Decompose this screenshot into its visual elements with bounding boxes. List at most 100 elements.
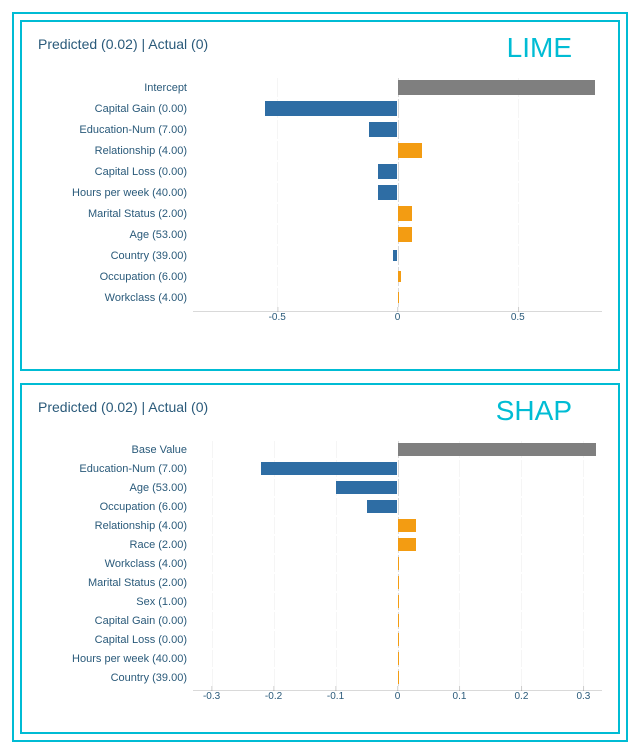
lime-title: Predicted (0.02) | Actual (0) [38, 36, 208, 52]
gridline [459, 479, 460, 496]
positive-bar [398, 576, 399, 589]
bar-row-area [193, 288, 602, 307]
bar-row-label: Workclass (4.00) [38, 558, 193, 570]
bar-row-area [193, 593, 602, 610]
positive-bar [398, 614, 399, 627]
gridline [518, 183, 519, 202]
bar-row-label: Country (39.00) [38, 250, 193, 262]
gridline [212, 479, 213, 496]
positive-bar [398, 671, 399, 684]
gridline [521, 631, 522, 648]
bar-row-area [193, 99, 602, 118]
bar-row: Capital Loss (0.00) [38, 631, 602, 648]
positive-bar [398, 143, 422, 158]
gridline [518, 225, 519, 244]
shap-panel: Predicted (0.02) | Actual (0) SHAP Base … [20, 383, 620, 734]
bar-row-label: Relationship (4.00) [38, 145, 193, 157]
bar-row: Sex (1.00) [38, 593, 602, 610]
bar-row-area [193, 267, 602, 286]
gridline [277, 120, 278, 139]
negative-bar [261, 462, 397, 475]
bar-row: Relationship (4.00) [38, 517, 602, 534]
lime-header: Predicted (0.02) | Actual (0) LIME [38, 36, 602, 64]
axis-tick: -0.1 [327, 691, 344, 702]
bar-row-area [193, 441, 602, 458]
bar-row-label: Country (39.00) [38, 672, 193, 684]
bar-row-label: Capital Loss (0.00) [38, 166, 193, 178]
gridline [212, 631, 213, 648]
bar-row-area [193, 574, 602, 591]
gridline [274, 536, 275, 553]
bar-row-area [193, 612, 602, 629]
bar-row: Hours per week (40.00) [38, 183, 602, 202]
gridline [212, 498, 213, 515]
shap-method-label: SHAP [496, 395, 572, 427]
positive-bar [398, 519, 417, 532]
gridline [274, 555, 275, 572]
bar-row-label: Hours per week (40.00) [38, 653, 193, 665]
bar-row: Country (39.00) [38, 246, 602, 265]
positive-bar [398, 271, 402, 282]
bar-row: Marital Status (2.00) [38, 204, 602, 223]
gridline [518, 246, 519, 265]
bar-row: Age (53.00) [38, 479, 602, 496]
bar-row-area [193, 460, 602, 477]
gridline [336, 650, 337, 667]
gridline [277, 246, 278, 265]
axis-tick: 0 [395, 691, 401, 702]
positive-bar [398, 206, 412, 221]
gridline [521, 555, 522, 572]
bar-row-label: Marital Status (2.00) [38, 208, 193, 220]
lime-axis: -0.500.5 [38, 311, 602, 331]
gridline [277, 225, 278, 244]
positive-bar [398, 595, 399, 608]
bar-row: Hours per week (40.00) [38, 650, 602, 667]
bar-row: Country (39.00) [38, 669, 602, 686]
gridline [459, 498, 460, 515]
gridline [583, 631, 584, 648]
positive-bar [398, 538, 417, 551]
gridline [274, 650, 275, 667]
bar-row-label: Sex (1.00) [38, 596, 193, 608]
axis-tick: 0.1 [453, 691, 467, 702]
gridline [521, 517, 522, 534]
gridline [336, 555, 337, 572]
gridline [583, 536, 584, 553]
axis-tick: -0.3 [203, 691, 220, 702]
gridline [212, 574, 213, 591]
bar-row-label: Relationship (4.00) [38, 520, 193, 532]
gridline [212, 555, 213, 572]
zero-line [398, 498, 399, 515]
axis-spacer [38, 311, 193, 331]
gridline [277, 162, 278, 181]
intercept-bar [398, 80, 595, 95]
bar-row: Race (2.00) [38, 536, 602, 553]
zero-line [398, 162, 399, 181]
bar-row-label: Workclass (4.00) [38, 292, 193, 304]
gridline [277, 288, 278, 307]
gridline [274, 574, 275, 591]
negative-bar [336, 481, 398, 494]
gridline [521, 650, 522, 667]
bar-row: Intercept [38, 78, 602, 97]
gridline [521, 574, 522, 591]
gridline [521, 669, 522, 686]
gridline [212, 460, 213, 477]
gridline [583, 498, 584, 515]
gridline [518, 99, 519, 118]
bar-row-area [193, 78, 602, 97]
lime-method-label: LIME [507, 32, 572, 64]
bar-row-label: Capital Loss (0.00) [38, 634, 193, 646]
zero-line [398, 99, 399, 118]
gridline [459, 555, 460, 572]
gridline [583, 460, 584, 477]
gridline [277, 78, 278, 97]
bar-row-label: Intercept [38, 82, 193, 94]
gridline [274, 631, 275, 648]
gridline [336, 593, 337, 610]
bar-row-area [193, 498, 602, 515]
gridline [274, 498, 275, 515]
gridline [521, 536, 522, 553]
gridline [521, 498, 522, 515]
negative-bar [393, 250, 398, 261]
